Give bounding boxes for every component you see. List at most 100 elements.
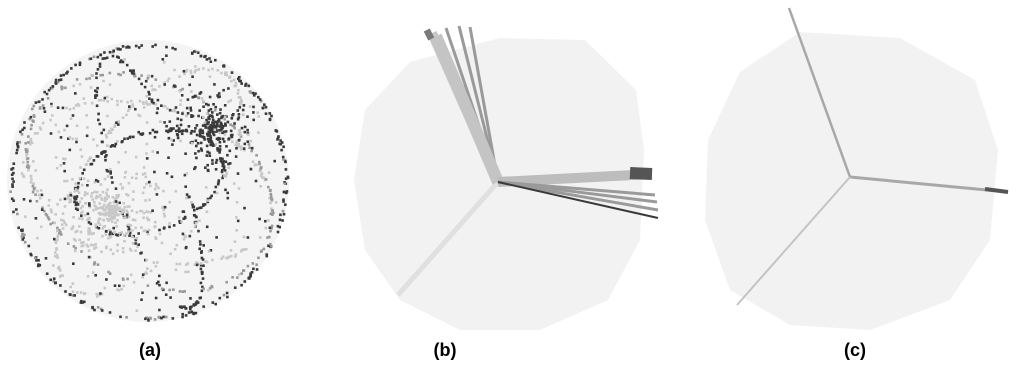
scatter-point xyxy=(208,151,211,155)
scatter-point xyxy=(89,57,93,60)
scatter-point xyxy=(246,131,250,135)
scatter-point xyxy=(178,290,182,293)
scatter-point xyxy=(130,229,134,232)
scatter-point xyxy=(186,98,190,101)
scatter-point xyxy=(41,121,45,125)
scatter-point xyxy=(221,131,224,135)
scatter-point xyxy=(258,217,261,221)
scatter-point xyxy=(254,92,257,95)
scatter-point xyxy=(101,57,105,60)
scatter-point xyxy=(116,249,119,252)
scatter-point xyxy=(176,117,180,121)
scatter-point xyxy=(195,133,199,137)
scatter-point xyxy=(189,71,193,75)
scatter-point xyxy=(123,239,126,243)
scatter-point xyxy=(213,128,217,132)
scatter-point xyxy=(144,79,148,83)
scatter-point xyxy=(258,160,261,164)
scatter-point xyxy=(220,170,224,174)
scatter-point xyxy=(206,132,209,136)
scatter-point xyxy=(113,197,117,200)
scatter-point xyxy=(99,307,103,311)
scatter-point xyxy=(269,195,273,198)
scatter-point xyxy=(129,273,133,277)
scatter-point xyxy=(276,138,279,141)
scatter-point xyxy=(72,294,75,297)
scatter-point xyxy=(171,317,175,320)
scatter-point xyxy=(200,256,204,260)
scatter-point xyxy=(99,98,103,102)
scatter-point xyxy=(60,223,64,226)
scatter-point xyxy=(182,305,186,309)
scatter-point xyxy=(99,292,102,295)
scatter-point xyxy=(89,222,93,226)
scatter-point xyxy=(140,226,143,229)
scatter-point xyxy=(22,236,25,239)
scatter-point xyxy=(278,218,282,222)
scatter-point xyxy=(243,206,246,210)
scatter-point xyxy=(15,208,18,211)
scatter-point xyxy=(143,186,146,189)
scatter-point xyxy=(181,87,184,91)
scatter-point xyxy=(269,242,272,246)
scatter-point xyxy=(54,78,58,82)
scatter-point xyxy=(139,209,142,213)
scatter-point xyxy=(168,108,172,112)
scatter-point xyxy=(242,147,246,150)
scatter-point xyxy=(237,133,241,136)
scatter-point xyxy=(23,121,26,124)
scatter-point xyxy=(163,81,166,84)
scatter-point xyxy=(194,69,197,72)
scatter-point xyxy=(25,154,28,157)
scatter-point xyxy=(55,166,59,170)
scatter-point xyxy=(284,203,287,206)
scatter-point xyxy=(102,99,106,102)
scatter-point xyxy=(176,136,180,140)
scatter-point xyxy=(267,171,271,174)
scatter-point xyxy=(178,130,181,133)
scatter-point xyxy=(174,268,178,272)
scatter-point xyxy=(102,225,105,229)
scatter-point xyxy=(108,311,112,314)
scatter-point xyxy=(214,185,218,189)
scatter-point xyxy=(31,107,34,111)
scatter-point xyxy=(162,212,166,216)
scatter-point xyxy=(196,301,200,304)
scatter-point xyxy=(30,178,33,181)
scatter-point xyxy=(160,104,163,107)
scatter-point xyxy=(131,105,135,108)
scatter-point xyxy=(146,218,150,222)
scatter-point xyxy=(182,237,186,241)
scatter-point xyxy=(149,211,153,214)
scatter-point xyxy=(179,99,183,102)
scatter-point xyxy=(232,182,236,185)
scatter-point xyxy=(208,114,212,117)
scatter-point xyxy=(116,103,119,107)
scatter-point xyxy=(122,208,125,211)
scatter-point xyxy=(246,140,250,143)
scatter-point xyxy=(74,230,77,234)
scatter-point xyxy=(83,292,86,296)
scatter-point xyxy=(278,225,281,229)
scatter-point xyxy=(144,272,147,275)
scatter-point xyxy=(207,116,210,119)
scatter-point xyxy=(36,236,39,240)
scatter-point xyxy=(100,140,104,144)
scatter-point xyxy=(62,157,65,160)
scatter-point xyxy=(78,225,81,228)
scatter-point xyxy=(125,113,128,117)
scatter-point xyxy=(229,129,233,133)
scatter-point xyxy=(61,227,65,230)
scatter-point xyxy=(271,209,274,212)
scatter-point xyxy=(39,127,43,131)
scatter-point xyxy=(198,240,202,243)
scatter-point xyxy=(112,226,115,230)
scatter-point xyxy=(96,207,99,210)
scatter-point xyxy=(230,117,234,120)
scatter-point xyxy=(165,281,168,285)
scatter-point xyxy=(75,140,78,144)
scatter-point xyxy=(194,215,198,218)
scatter-point xyxy=(231,140,234,144)
scatter-point xyxy=(41,98,44,101)
scatter-point xyxy=(103,96,107,100)
